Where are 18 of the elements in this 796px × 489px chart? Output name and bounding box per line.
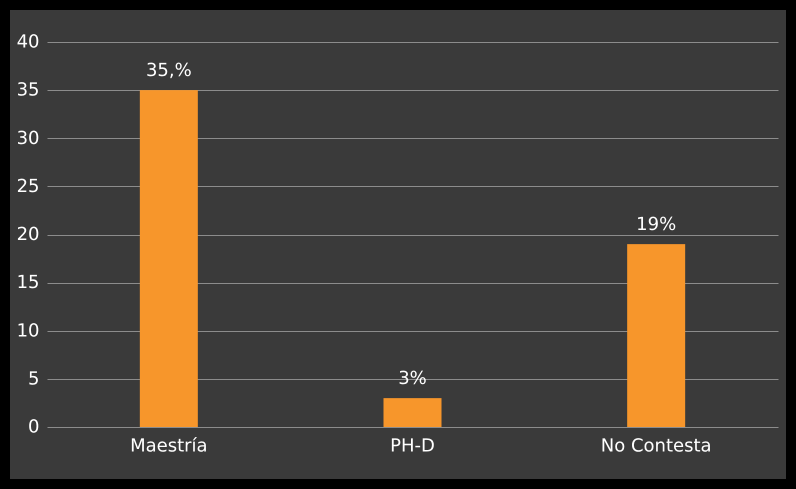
y-tick-label: 0: [28, 416, 40, 438]
y-tick-label: 25: [16, 176, 40, 197]
x-tick-label: PH-D: [390, 436, 435, 456]
x-tick-label: No Contesta: [600, 436, 712, 456]
x-tick-label: Maestría: [130, 436, 208, 456]
y-tick-label: 30: [16, 128, 40, 149]
y-tick-label: 15: [16, 272, 40, 294]
bar: [627, 244, 686, 427]
data-label: 35,%: [146, 60, 192, 82]
y-tick-label: 10: [16, 320, 40, 342]
y-tick-label: 5: [28, 368, 40, 390]
bar: [140, 90, 198, 427]
y-tick-label: 20: [16, 224, 40, 245]
data-label: 19%: [636, 214, 676, 236]
data-label: 3%: [398, 368, 427, 390]
bar: [384, 398, 442, 427]
y-tick-label: 35: [16, 80, 40, 101]
y-tick-label: 40: [16, 32, 40, 52]
